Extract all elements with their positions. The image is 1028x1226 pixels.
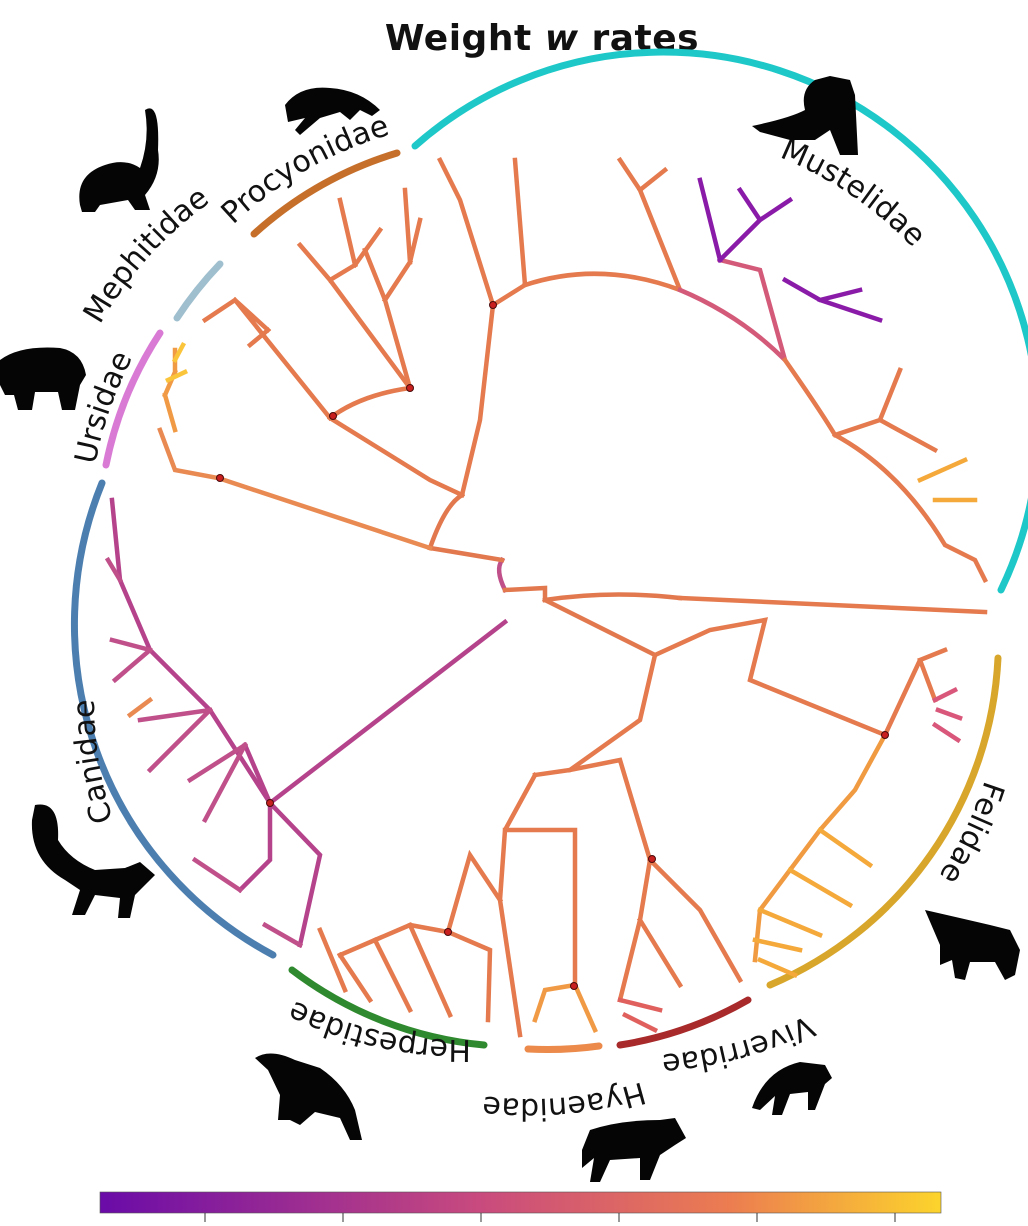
branch-felidae [882, 647, 948, 738]
branch-mustelidae [436, 156, 528, 309]
lynx-icon [925, 910, 1020, 980]
colorbar-gradient [99, 1191, 942, 1214]
family-labels: Mustelidae Procyonidae Mephitidae Ursida… [67, 109, 1011, 1127]
branch-canidae-stem [266, 618, 509, 807]
ursidae-arc [102, 329, 164, 469]
colorbar [99, 1191, 942, 1222]
branch-caniformia [427, 491, 466, 551]
node-marker [489, 301, 497, 309]
branch-felidae [652, 617, 888, 738]
branch-mephitidae [201, 296, 334, 422]
title-variable: w [544, 18, 579, 59]
branch-feliformia [541, 596, 659, 659]
felidae-arc [766, 654, 1002, 989]
herpestidae-label: Herpestidae [283, 993, 471, 1067]
branch-viverridae-stem [567, 757, 653, 863]
mongoose-icon [255, 1053, 362, 1140]
branch-mustelidae [677, 257, 790, 368]
branch-canidae-tips [104, 556, 304, 949]
bear-icon [0, 347, 86, 410]
procyonidae-arc [250, 149, 401, 238]
branch-viverridae-tips [617, 997, 663, 1034]
mephitidae-arc [173, 260, 224, 322]
colorbar-ticks [204, 1213, 896, 1222]
branch-viverridae [617, 856, 744, 1003]
fox-icon [31, 804, 155, 918]
branch-canidae [109, 497, 274, 807]
branch-felidae-tips [752, 826, 874, 978]
branch-ursidae [162, 347, 178, 433]
node-marker [266, 799, 274, 807]
node-marker [406, 384, 414, 392]
branch-mustelidae [522, 156, 684, 294]
branch-feliformia-base [532, 652, 658, 778]
node-marker [570, 982, 578, 990]
branch-ursidae-tip [165, 341, 188, 383]
canidae-arc [70, 479, 277, 959]
phylogenetic-tree [104, 156, 989, 1038]
mink-icon [752, 76, 858, 155]
branch-procyonidae [362, 187, 423, 391]
raccoon-icon [285, 87, 380, 135]
branch-herpestidae [337, 849, 504, 958]
herpestidae-arc [288, 966, 488, 1049]
node-marker [881, 731, 889, 739]
node-markers [216, 301, 889, 990]
hyena-icon [582, 1118, 686, 1182]
branch-mustelidae-stem [459, 302, 496, 498]
branch-mustela [697, 177, 883, 323]
root-branch [496, 556, 509, 594]
branch-ursidae-stem [215, 475, 433, 551]
node-marker [329, 412, 337, 420]
branch-hyaenidae [497, 771, 578, 1038]
root-branch [502, 585, 548, 603]
branch-felidae-tips [931, 686, 963, 744]
branch-felidae-stem [677, 595, 988, 615]
branch-hyaenidae-tips [532, 982, 598, 1033]
node-marker [216, 474, 224, 482]
branch-mustelidae [831, 431, 989, 584]
skunk-icon [79, 108, 159, 212]
mustelidae-arc [411, 48, 1028, 594]
animal-silhouettes [0, 76, 1020, 1182]
branch-mustelidae-tip [917, 457, 978, 503]
node-marker [444, 928, 452, 936]
civet-icon [752, 1062, 832, 1115]
node-marker [648, 855, 656, 863]
canidae-label: Canidae [67, 699, 121, 828]
family-arcs [70, 48, 1028, 1053]
branch-canidae-tips [126, 696, 154, 719]
branch-herpestidae-tips [317, 922, 493, 1023]
hyaenidae-label: Hyaenidae [481, 1074, 650, 1126]
branch-ursidae [157, 427, 221, 481]
branch-mustelidae [781, 356, 939, 454]
title-main: Weight [384, 18, 545, 59]
branch-canidae [236, 742, 323, 948]
branch-caniformia [427, 545, 505, 563]
branch-feliformia [542, 592, 683, 603]
branch-felidae [752, 731, 889, 963]
branch-musteloidea [326, 414, 465, 498]
viverridae-arc [616, 996, 752, 1049]
branch-procyonidae [296, 197, 415, 422]
hyaenidae-arc [524, 1042, 603, 1053]
